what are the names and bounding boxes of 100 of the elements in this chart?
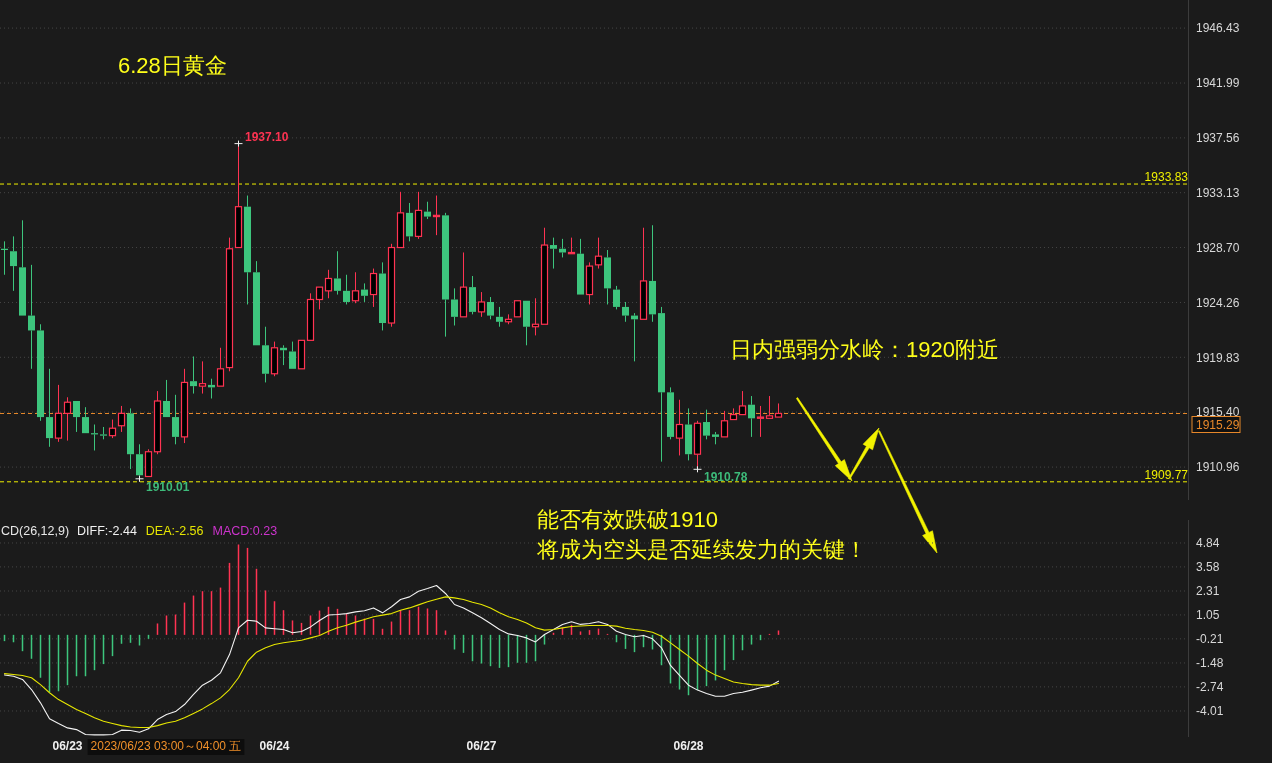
candlestick: [729, 407, 738, 421]
chart-title: CD(26,12,9): [1, 524, 70, 538]
candlestick: [712, 431, 719, 445]
candlestick: [604, 249, 611, 305]
candlestick: [198, 360, 207, 395]
x-tick-label: 06/24: [259, 739, 290, 753]
candlestick: [523, 300, 530, 346]
candlestick: [324, 269, 333, 299]
y-tick-label: 1933.13: [1196, 186, 1240, 200]
annotation: 将成为空头是否延续发力的关键！: [536, 537, 867, 562]
candlestick: [513, 300, 522, 318]
y-tick-label: 3.58: [1196, 560, 1220, 575]
candlestick: [262, 326, 269, 383]
annotation: 日内强弱分水岭：1920附近: [730, 337, 999, 362]
series-label: MACD:0.23: [212, 524, 278, 538]
candlestick: [127, 407, 134, 470]
candlestick: [73, 400, 80, 433]
candlestick: [703, 409, 710, 440]
y-tick-label: -1.48: [1196, 656, 1224, 671]
candlestick: [334, 250, 341, 296]
candlestick: [406, 202, 413, 242]
candlestick: [613, 285, 620, 310]
x-tick-label: 06/23: [52, 739, 83, 753]
candlestick: [540, 227, 549, 325]
candlestick: [396, 191, 405, 249]
y-tick-label: 1915.40: [1196, 405, 1240, 420]
candlestick: [658, 306, 665, 463]
candlestick: [369, 268, 378, 308]
candlestick: [550, 237, 557, 270]
candlestick: [306, 292, 315, 341]
candlestick: [144, 448, 153, 478]
candlestick: [451, 287, 458, 326]
candlestick: [28, 264, 35, 370]
candlestick: [289, 341, 296, 369]
candlestick: [180, 368, 189, 444]
candlestick: [756, 405, 765, 438]
candlestick: [37, 323, 44, 422]
candlestick: [738, 390, 747, 416]
x-tick-label: 06/28: [673, 739, 704, 753]
candlestick: [774, 402, 783, 418]
candlestick: [748, 395, 755, 438]
y-tick-label: 1937.56: [1196, 131, 1240, 146]
annotation: 1910.01: [146, 480, 190, 494]
text: DIFF:-2.44: [77, 524, 137, 538]
candlestick: [82, 406, 89, 434]
y-tick-label: 1.05: [1196, 608, 1220, 623]
ref-line-label: 1915.29: [1196, 417, 1240, 432]
y-tick-label: 1941.99: [1196, 76, 1240, 91]
y-tick-label: 1924.26: [1196, 295, 1240, 310]
annotation: 能否有效跌破1910: [537, 507, 718, 532]
text: DEA:-2.56: [145, 524, 204, 538]
y-tick-label: -4.01: [1196, 704, 1224, 719]
y-tick-label: 1928.70: [1196, 240, 1240, 255]
candlestick: [19, 219, 26, 316]
candlestick: [469, 275, 476, 315]
candlestick: [577, 238, 584, 295]
text: 6.28日黄金: [118, 53, 227, 78]
candlestick: [379, 261, 386, 331]
candlestick: [622, 301, 629, 323]
candlestick: [117, 405, 126, 433]
candlestick: [594, 237, 603, 270]
candlestick: [361, 282, 368, 303]
candlestick: [63, 396, 72, 442]
candlestick: [163, 379, 170, 418]
candlestick: [315, 286, 324, 310]
y-tick-label: -0.21: [1196, 632, 1224, 647]
y-tick-label: 1910.96: [1196, 460, 1240, 475]
annotation: 1937.10: [245, 130, 289, 144]
candlestick: [667, 386, 674, 440]
candlestick: [424, 201, 431, 220]
candlestick: [100, 426, 107, 440]
candlestick: [442, 212, 449, 338]
candlestick: [54, 384, 63, 443]
candlestick: [172, 394, 179, 445]
candlestick: [10, 235, 17, 292]
y-tick-label: 1919.83: [1196, 350, 1240, 365]
y-tick-label: 2.31: [1196, 584, 1220, 599]
candlestick: [351, 271, 360, 304]
candlestick: [253, 260, 260, 346]
candlestick: [639, 227, 648, 320]
candlestick: [414, 191, 423, 240]
candlestick: [685, 407, 692, 461]
candlestick: [720, 410, 729, 438]
candlestick: [216, 347, 225, 387]
text: 2023/06/23 03:00～04:00 五: [90, 739, 242, 753]
y-tick-label: -2.74: [1196, 680, 1224, 695]
candlestick: [244, 195, 251, 305]
ref-line-label: 1933.83: [1144, 170, 1189, 185]
y-tick-label: 4.84: [1196, 536, 1220, 551]
candlestick: [496, 306, 503, 328]
candlestick: [649, 224, 656, 323]
ref-line-label: 1909.77: [1144, 467, 1189, 482]
candlestick: [108, 419, 117, 439]
candlestick: [190, 355, 197, 395]
candlestick: [459, 251, 468, 318]
candlestick: [343, 274, 350, 305]
candlestick: [153, 390, 162, 455]
candlestick: [765, 395, 774, 419]
annotation: 1910.78: [704, 470, 748, 484]
candlestick: [675, 399, 684, 456]
